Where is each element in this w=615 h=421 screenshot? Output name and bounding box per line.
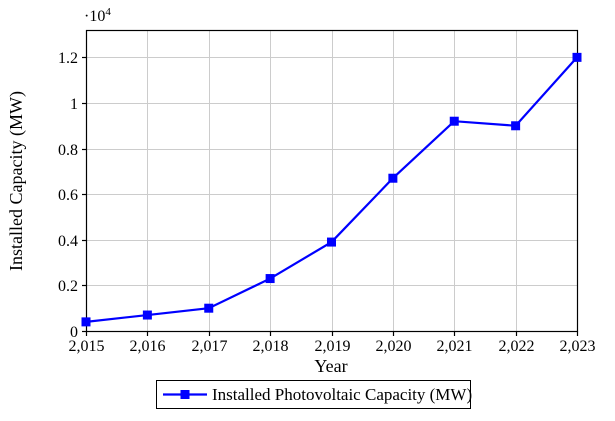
series-line — [85, 56, 578, 323]
x-tick-label: 2,015 — [69, 338, 105, 355]
data-point-marker — [265, 274, 275, 284]
data-point-marker — [327, 237, 336, 247]
y-axis-multiplier-exponent: 4 — [105, 6, 111, 18]
x-tick-label: 2,016 — [130, 338, 166, 355]
y-tick-label: 0.6 — [58, 187, 78, 204]
axis-tick-labels: 2,015 2,016 2,017 2,018 2,019 2,020 2,021 2,022… — [58, 50, 596, 355]
x-axis-label: Year — [314, 356, 347, 376]
x-tick-label: 2,021 — [437, 338, 473, 355]
y-axis-multiplier: ·104 — [84, 6, 111, 25]
y-tick-label: 1 — [70, 96, 78, 113]
y-tick-label: 0 — [70, 324, 78, 341]
data-point-marker — [81, 317, 91, 327]
data-point-marker — [204, 303, 214, 313]
y-axis-label: Installed Capacity (MW) — [6, 91, 27, 271]
x-tick-label: 2,018 — [253, 338, 289, 355]
data-point-marker — [511, 121, 521, 131]
x-tick-label: 2,020 — [376, 338, 412, 355]
y-tick-label: 0.8 — [58, 142, 78, 159]
y-axis-multiplier-base: ·10 — [84, 8, 105, 25]
data-point-marker — [142, 310, 152, 320]
legend-label: Installed Photovoltaic Capacity (MW) — [212, 385, 472, 404]
y-tick-label: 0.2 — [58, 278, 78, 295]
gridlines — [86, 30, 578, 332]
x-tick-label: 2,017 — [192, 338, 228, 355]
plot-border — [85, 29, 579, 333]
axis-tick-marks — [82, 56, 579, 336]
x-tick-label: 2,019 — [315, 338, 351, 355]
x-tick-label: 2,023 — [560, 338, 596, 355]
y-tick-label: 0.4 — [58, 233, 78, 250]
x-tick-label: 2,022 — [499, 338, 535, 355]
data-series — [81, 52, 582, 327]
y-tick-label: 1.2 — [58, 50, 78, 67]
legend: Installed Photovoltaic Capacity (MW) — [156, 380, 472, 409]
legend-square-marker-icon — [180, 390, 190, 399]
data-point-marker — [388, 173, 398, 183]
data-point-marker — [449, 116, 459, 126]
legend-box — [156, 380, 471, 409]
data-point-marker — [572, 52, 582, 62]
